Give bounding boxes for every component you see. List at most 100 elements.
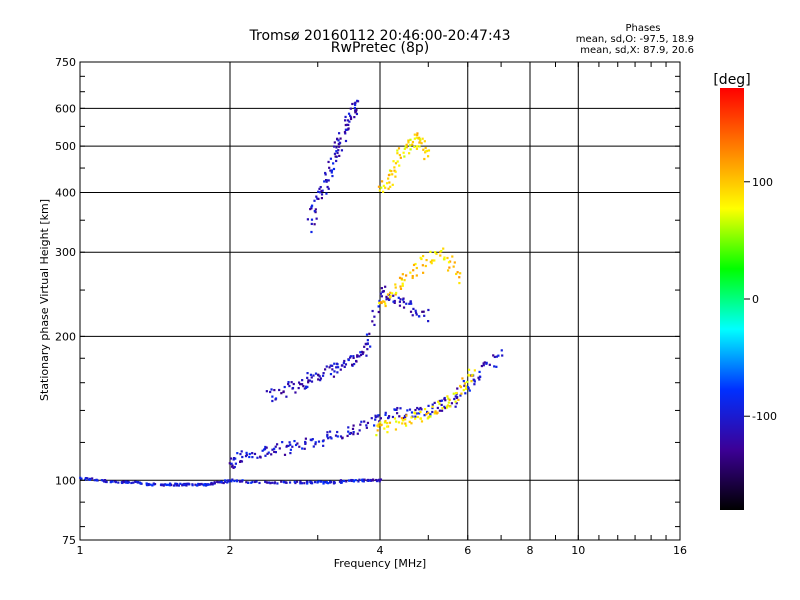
data-point — [338, 142, 341, 145]
data-point — [86, 477, 89, 480]
data-point — [297, 381, 301, 384]
data-point — [382, 290, 385, 293]
data-point — [153, 482, 157, 486]
data-point — [345, 480, 348, 483]
data-point — [445, 406, 449, 409]
data-point — [185, 482, 189, 486]
data-point — [399, 287, 403, 290]
data-point — [394, 170, 397, 173]
data-point — [393, 166, 396, 169]
data-point — [362, 351, 365, 354]
data-point — [356, 354, 359, 357]
data-point — [299, 480, 302, 483]
data-point — [336, 371, 339, 374]
data-point — [324, 179, 328, 182]
data-point — [349, 431, 353, 435]
data-point — [442, 247, 445, 250]
data-point — [394, 293, 397, 296]
data-point — [439, 254, 442, 257]
data-point — [348, 479, 351, 482]
data-point — [352, 480, 355, 483]
data-point — [414, 311, 418, 314]
data-point — [168, 482, 172, 485]
data-point — [251, 455, 254, 459]
data-point — [415, 313, 418, 316]
data-point — [349, 117, 353, 121]
data-point — [397, 421, 401, 424]
data-point — [124, 480, 127, 483]
data-point — [266, 481, 269, 484]
data-point — [455, 391, 458, 395]
data-point — [280, 480, 283, 483]
data-point — [449, 260, 452, 263]
data-point — [146, 483, 149, 487]
data-point — [352, 424, 355, 427]
data-point — [418, 141, 421, 144]
data-point — [265, 446, 268, 449]
data-point — [320, 189, 323, 193]
data-point — [459, 272, 462, 275]
data-point — [413, 137, 416, 140]
data-point — [401, 282, 404, 285]
data-point — [130, 481, 133, 485]
data-point — [341, 364, 344, 367]
data-point — [255, 480, 258, 483]
colorbar-tick-label: 0 — [752, 293, 759, 306]
data-point — [431, 405, 434, 408]
data-point — [301, 447, 304, 450]
data-point — [366, 479, 369, 482]
data-point — [312, 445, 315, 448]
data-point — [391, 173, 394, 176]
data-point — [347, 358, 350, 362]
data-point — [324, 173, 327, 176]
colorbar-label: [deg] — [713, 72, 750, 88]
data-point — [314, 372, 318, 375]
data-point — [346, 128, 350, 131]
y-tick-label: 100 — [55, 474, 76, 487]
data-point — [466, 380, 469, 384]
data-point — [384, 285, 387, 288]
data-point — [482, 362, 485, 365]
data-point — [384, 302, 387, 305]
data-point — [276, 482, 279, 485]
data-point — [421, 137, 424, 140]
data-point — [450, 402, 454, 405]
data-point — [349, 355, 352, 358]
data-point — [446, 404, 450, 407]
data-point — [399, 298, 402, 301]
data-point — [347, 123, 350, 127]
data-point — [460, 392, 463, 395]
data-point — [480, 364, 483, 368]
data-point — [359, 353, 363, 357]
data-point — [139, 482, 142, 485]
data-point — [382, 184, 385, 187]
data-point — [402, 306, 406, 309]
data-point — [332, 375, 336, 378]
data-point — [309, 373, 313, 376]
data-point — [84, 478, 87, 481]
data-point — [453, 397, 456, 401]
data-point — [384, 186, 387, 189]
data-point — [84, 476, 87, 480]
data-point — [467, 373, 470, 377]
data-point — [80, 477, 83, 480]
data-point — [456, 271, 459, 274]
data-point — [351, 427, 355, 430]
data-point — [431, 410, 434, 414]
data-point — [331, 174, 334, 178]
data-point — [233, 465, 236, 469]
data-point — [245, 453, 248, 457]
data-point — [253, 480, 257, 484]
data-point — [336, 430, 339, 434]
data-point — [333, 370, 336, 373]
data-point — [315, 195, 318, 198]
data-point — [365, 424, 368, 427]
data-point — [464, 385, 467, 388]
data-point — [264, 454, 267, 457]
data-point — [87, 478, 90, 481]
data-point — [299, 482, 302, 485]
data-point — [325, 365, 328, 368]
data-point — [344, 132, 347, 135]
data-point — [248, 452, 251, 456]
data-point — [395, 420, 398, 423]
